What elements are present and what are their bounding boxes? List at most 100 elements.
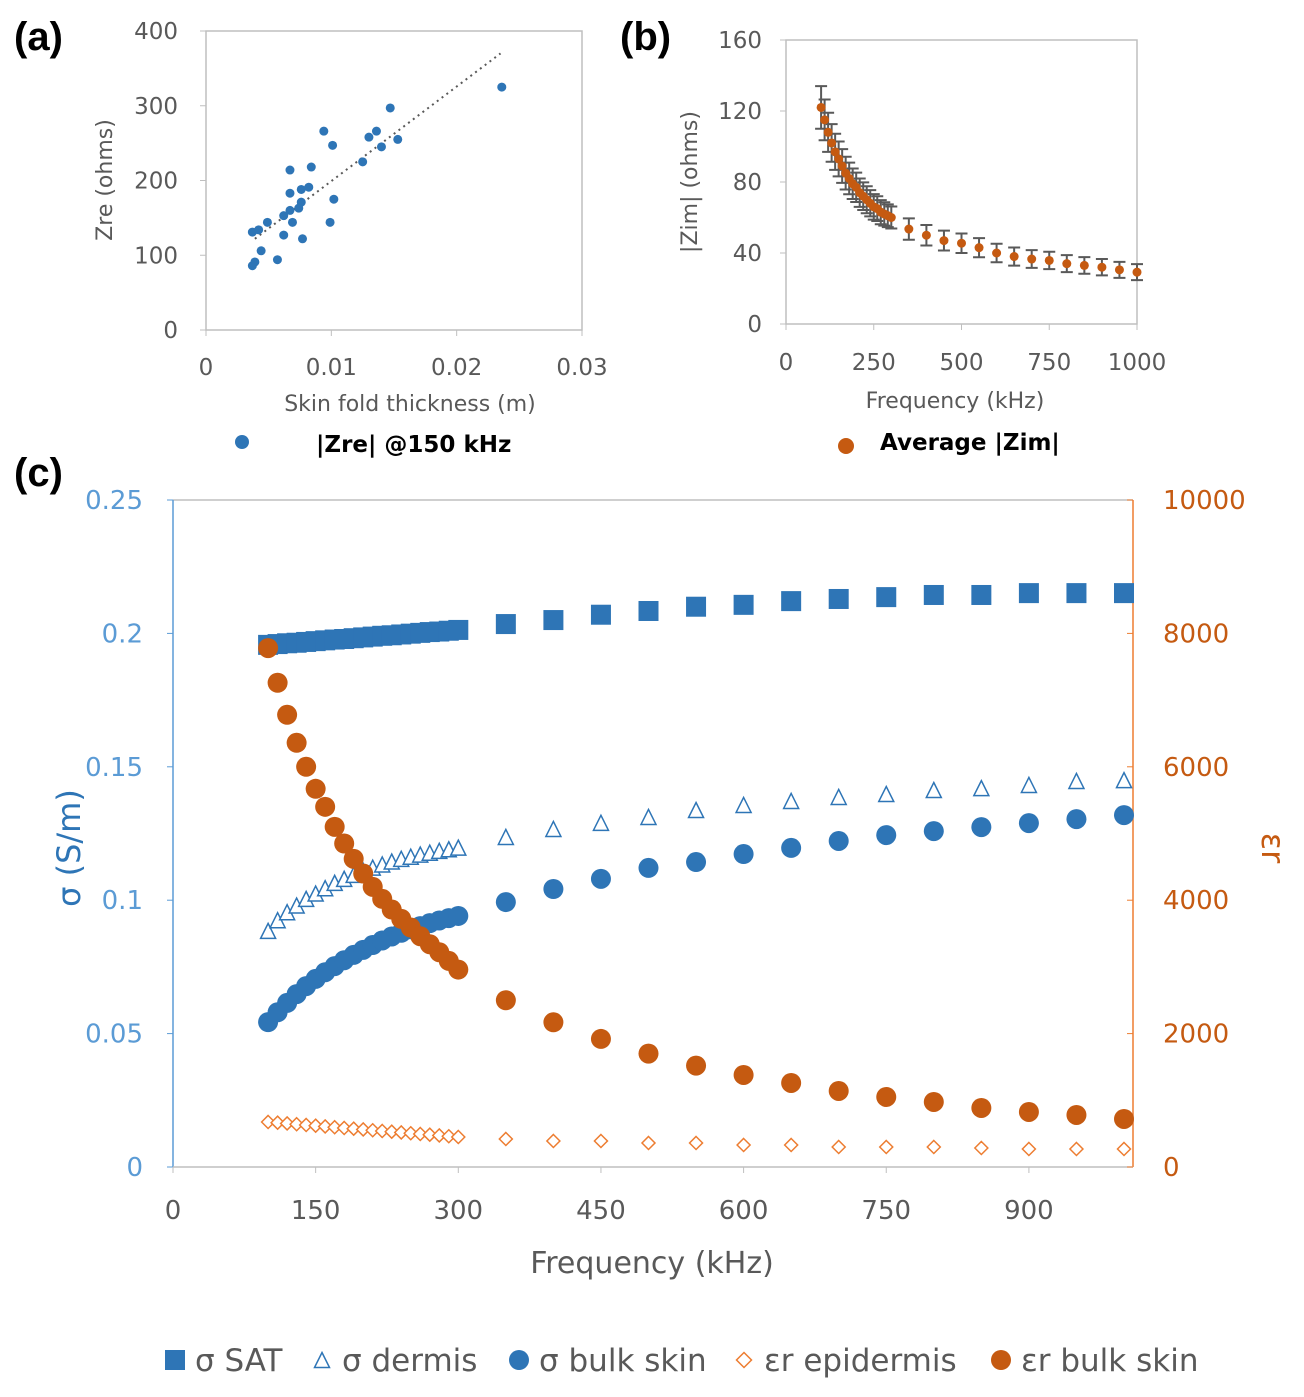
data-point-r-bulk-skin: [267, 672, 288, 693]
y-axis-label-a: Zre (ohms): [93, 119, 118, 241]
data-point-r-epidermis: [1116, 1141, 1132, 1157]
data-point-dermis: [259, 921, 277, 940]
data-point-r-epidermis: [926, 1139, 942, 1155]
data-point-r-bulk-skin: [733, 1064, 754, 1085]
x-tick-label-c: 450: [576, 1196, 626, 1226]
data-point-r-bulk-skin: [277, 704, 298, 725]
data-point-a: [371, 126, 381, 136]
data-point-dermis: [592, 813, 610, 832]
data-point-dermis: [782, 791, 800, 810]
data-point-r-bulk-skin: [448, 959, 469, 980]
data-point-r-epidermis: [545, 1133, 561, 1149]
data-point-a: [247, 261, 257, 271]
legend-label-c: σ dermis: [342, 1343, 477, 1379]
data-point-sat: [733, 594, 754, 615]
y-tick-label-c: 0.25: [85, 486, 143, 516]
legend-marker-b: [838, 438, 854, 454]
data-point-r-bulk-skin: [286, 732, 307, 753]
data-point-r-bulk-skin: [971, 1097, 992, 1118]
data-point-bulk-skin: [1114, 805, 1134, 826]
data-point-sat: [923, 584, 944, 605]
data-point-b: [886, 213, 896, 222]
y-tick-label-c: 0.2: [102, 619, 143, 649]
data-point-b: [992, 248, 1002, 258]
data-point-r-bulk-skin: [828, 1080, 849, 1101]
data-point-r-bulk-skin: [1018, 1101, 1039, 1122]
y-tick-label-c: 0: [126, 1153, 143, 1183]
y-tick-label-b: 0: [747, 312, 762, 338]
x-tick-label-c: 750: [861, 1196, 911, 1226]
legend-label-a: |Zre| @150 kHz: [316, 432, 511, 458]
data-point-bulk-skin: [686, 852, 707, 873]
legend-label-b: Average |Zim|: [880, 430, 1060, 456]
legend-label-c: σ bulk skin: [539, 1343, 707, 1379]
data-point-a: [285, 205, 295, 215]
data-point-b: [827, 138, 837, 148]
x-tick-label-c: 150: [291, 1196, 341, 1226]
data-point-a: [296, 184, 306, 194]
data-point-b: [939, 236, 949, 246]
data-point-r-bulk-skin: [638, 1043, 659, 1064]
data-point-b: [921, 230, 931, 240]
data-point-a: [285, 188, 295, 198]
data-point-dermis: [925, 780, 943, 799]
x-axis-label-a: Skin fold thickness (m): [284, 392, 536, 417]
data-point-bulk-skin: [448, 905, 469, 926]
chart-c: 00.050.10.150.20.25020004000600080001000…: [50, 486, 1292, 1379]
data-point-r-bulk-skin: [543, 1012, 564, 1033]
y-tick-label-c: 0.1: [102, 886, 143, 916]
data-point-r-bulk-skin: [296, 756, 317, 777]
data-point-r-epidermis: [374, 1123, 390, 1139]
data-point-r-epidermis: [260, 1114, 276, 1130]
data-point-sat: [876, 587, 897, 608]
y-axis-label-b: |Zim| (ohms): [678, 111, 703, 253]
y-tick-label-c: 0.05: [85, 1020, 143, 1050]
data-point-bulk-skin: [495, 892, 516, 913]
data-point-r-epidermis: [736, 1137, 752, 1153]
data-point-r-epidermis: [298, 1117, 314, 1133]
data-point-r-epidermis: [308, 1118, 324, 1134]
data-point-bulk-skin: [828, 830, 849, 851]
data-point-b: [1114, 265, 1124, 275]
x-tick-label-a: 0.03: [556, 355, 607, 381]
data-point-a: [364, 132, 374, 142]
data-point-r-epidermis: [688, 1135, 704, 1151]
y-tick-label-b: 80: [733, 170, 762, 196]
data-point-b: [1097, 262, 1107, 272]
data-point-bulk-skin: [971, 817, 992, 838]
data-point-b: [1132, 267, 1142, 277]
data-point-r-epidermis: [1021, 1141, 1037, 1157]
data-point-a: [294, 203, 304, 213]
y2-tick-label-c: 8000: [1163, 619, 1229, 649]
data-point-a: [328, 140, 338, 150]
data-point-r-epidermis: [640, 1135, 657, 1151]
legend-marker-a: [235, 435, 249, 449]
data-point-b: [1027, 254, 1037, 264]
legend-marker-c: [509, 1350, 529, 1370]
x-tick-label-c: 0: [165, 1196, 182, 1226]
data-point-b: [904, 224, 914, 234]
x-tick-label-c: 300: [433, 1196, 483, 1226]
y-tick-label-b: 40: [733, 241, 762, 267]
data-point-a: [287, 217, 297, 227]
data-point-r-bulk-skin: [923, 1091, 944, 1112]
data-point-r-epidermis: [403, 1125, 419, 1141]
data-point-a: [279, 230, 289, 240]
data-point-r-epidermis: [384, 1124, 400, 1140]
data-point-dermis: [544, 819, 563, 838]
data-point-r-bulk-skin: [876, 1086, 897, 1107]
data-point-dermis: [1067, 771, 1086, 790]
legend-label-c: σ SAT: [195, 1343, 284, 1379]
data-point-r-epidermis: [279, 1115, 295, 1132]
data-point-r-epidermis: [498, 1131, 514, 1147]
data-point-a: [497, 82, 507, 92]
y2-tick-label-c: 10000: [1163, 486, 1246, 516]
data-point-dermis: [639, 807, 658, 826]
y2-tick-label-c: 6000: [1163, 753, 1229, 783]
data-point-r-bulk-skin: [334, 833, 355, 854]
data-point-bulk-skin: [590, 868, 611, 889]
data-point-b: [1009, 252, 1019, 262]
x-tick-label-b: 500: [940, 350, 984, 376]
data-point-a: [306, 162, 316, 172]
